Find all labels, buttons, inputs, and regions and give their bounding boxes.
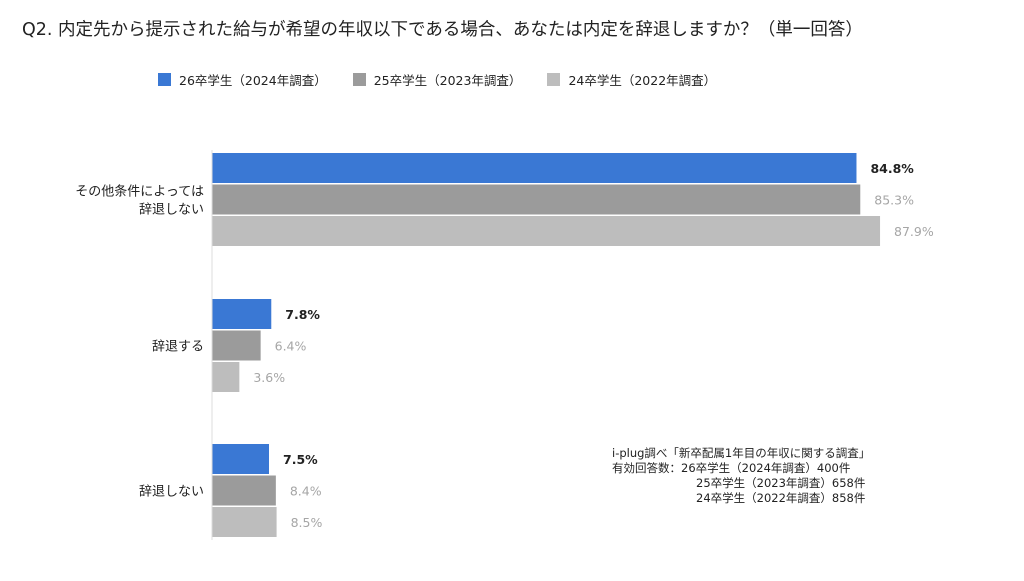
source-text: i-plug調べ「新卒配属1年目の年収に関する調査」 xyxy=(612,446,871,460)
sample-row-25: 25卒学生（2023年調査）658件 xyxy=(696,476,866,490)
data-label-1-2: 3.6% xyxy=(253,370,285,385)
bar-2-0 xyxy=(212,444,269,474)
bar-1-0 xyxy=(212,299,272,329)
legend-swatch-25 xyxy=(352,73,366,86)
sample-row-26: 有効回答数：26卒学生（2024年調査）400件 xyxy=(612,461,870,476)
data-label-2-1: 8.4% xyxy=(290,484,322,499)
sample-count-26: 26卒学生（2024年調査）400件 xyxy=(681,461,851,475)
sample-row-24: 24卒学生（2022年調査）858件 xyxy=(696,491,866,505)
source-note: i-plug調べ「新卒配属1年目の年収に関する調査」 有効回答数：26卒学生（2… xyxy=(612,446,870,506)
category-label-2-0: 辞退しない xyxy=(139,485,204,500)
data-label-2-0: 7.5% xyxy=(283,452,318,467)
legend-label-24: 24卒学生（2022年調査） xyxy=(568,73,717,88)
legend: 26卒学生（2024年調査） 25卒学生（2023年調査） 24卒学生（2022… xyxy=(158,70,716,89)
category-label-0-0: その他条件によっては xyxy=(75,184,204,200)
legend-item-25: 25卒学生（2023年調査） xyxy=(352,70,522,89)
legend-label-25: 25卒学生（2023年調査） xyxy=(373,73,522,88)
legend-item-24: 24卒学生（2022年調査） xyxy=(547,70,716,89)
category-label-0-1: 辞退しない xyxy=(139,203,204,218)
legend-swatch-26 xyxy=(158,73,171,86)
bar-1-1 xyxy=(212,330,261,361)
bar-0-1 xyxy=(212,184,861,215)
data-label-1-1: 6.4% xyxy=(275,339,307,354)
data-label-0-0: 84.8% xyxy=(870,161,914,176)
data-label-1-0: 7.8% xyxy=(285,307,320,322)
bar-2-1 xyxy=(212,475,276,506)
data-label-2-2: 8.5% xyxy=(291,515,323,530)
data-label-0-1: 85.3% xyxy=(874,193,914,208)
bar-1-2 xyxy=(212,362,240,392)
bar-2-2 xyxy=(212,507,277,537)
sample-label: 有効回答数： xyxy=(612,461,681,475)
legend-label-26: 26卒学生（2024年調査） xyxy=(179,73,327,88)
legend-swatch-24 xyxy=(547,73,561,86)
bar-0-2 xyxy=(212,216,881,246)
category-label-1-0: 辞退する xyxy=(152,340,204,355)
legend-item-26: 26卒学生（2024年調査） xyxy=(158,70,327,89)
bar-0-0 xyxy=(212,153,857,183)
data-label-0-2: 87.9% xyxy=(894,224,934,239)
chart-title: Q2. 内定先から提示された給与が希望の年収以下である場合、あなたは内定を辞退し… xyxy=(22,20,863,40)
